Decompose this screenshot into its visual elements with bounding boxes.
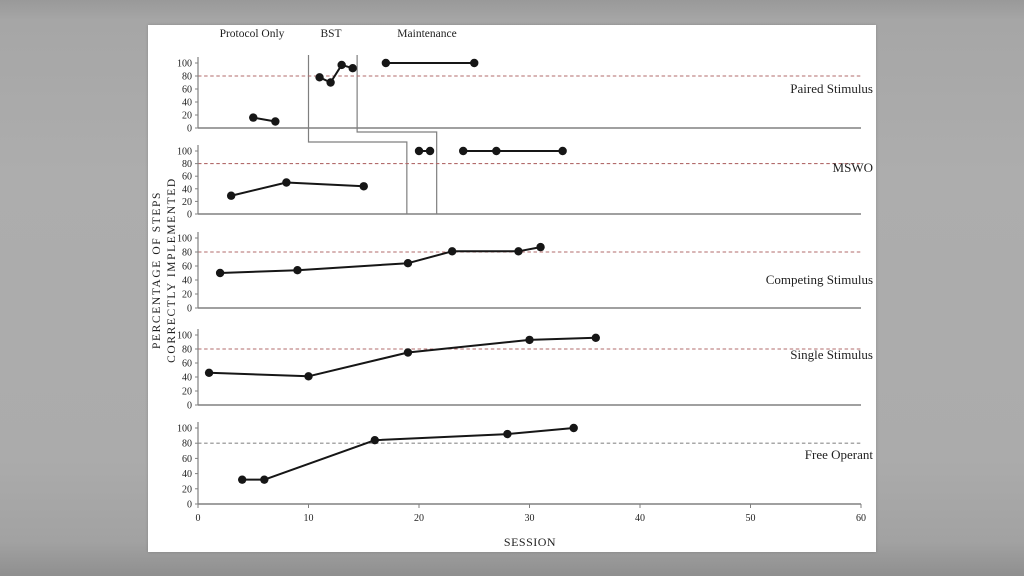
data-point [337,60,346,70]
data-point [403,259,413,268]
data-series-line [318,63,354,84]
data-point [414,146,424,156]
y-tick-label: 80 [182,159,192,170]
data-point [403,348,413,357]
y-tick-label: 20 [182,197,192,208]
y-tick-label: 100 [177,331,192,342]
data-point [569,423,578,433]
data-point [459,146,468,156]
data-point [591,333,600,342]
y-tick-label: 60 [182,172,192,183]
y-tick-label: 40 [182,276,192,287]
y-tick-label: 0 [187,401,192,412]
data-series-line [219,246,542,274]
y-tick-label: 20 [182,484,192,495]
y-tick-label: 0 [187,124,192,135]
y-tick-label: 40 [182,469,192,480]
y-tick-label: 0 [187,500,192,511]
y-tick-label: 20 [182,290,192,301]
data-point [536,242,545,252]
panel-label-paired-stimulus: Paired Stimulus [790,81,873,96]
phase-label-maintenance: Maintenance [397,28,457,40]
phase-change-line [356,55,438,214]
y-tick-label: 100 [177,234,192,245]
x-tick-label: 40 [635,513,645,524]
x-axis-title: SESSION [503,535,557,549]
x-tick-label: 60 [856,513,866,524]
data-point [215,268,225,278]
data-point [326,78,335,87]
y-tick-label: 60 [182,359,192,370]
data-point [226,191,236,200]
y-tick-label: 20 [182,111,192,122]
data-point [271,117,280,126]
data-point [381,58,391,68]
y-axis-title-line2: CORRECTLY IMPLEMENTED [166,177,178,363]
data-point [447,247,457,256]
data-point [425,146,435,156]
data-point [260,475,269,484]
data-point [238,475,247,484]
data-point [492,146,501,156]
x-tick-label: 0 [196,513,201,524]
data-point [282,178,291,187]
y-tick-label: 80 [182,345,192,356]
data-point [370,435,379,445]
data-point [304,372,313,381]
data-point [249,113,258,122]
panel-label-single-stimulus: Single Stimulus [790,347,873,362]
y-tick-label: 0 [187,210,192,221]
phase-label-protocol-only: Protocol Only [219,28,285,40]
y-tick-label: 60 [182,262,192,273]
data-point [525,335,534,345]
data-point [293,266,302,275]
y-tick-label: 80 [182,72,192,83]
y-tick-label: 80 [182,248,192,259]
phase-label-bst: BST [320,28,342,40]
figure-canvas: 0204060801000204060801000204060801000204… [177,55,866,524]
y-tick-label: 20 [182,387,192,398]
phase-change-line [307,55,408,214]
slide-card: 0 20 40 60 80 100 0 20 40 60 80 100 0 20 40 60 80 100 0 20 4… [148,25,876,552]
y-tick-label: 60 [182,85,192,96]
data-point [359,182,368,191]
x-tick-label: 50 [746,513,756,524]
y-tick-label: 80 [182,439,192,450]
data-point [558,146,567,156]
y-tick-label: 40 [182,98,192,109]
y-tick-label: 100 [177,424,192,435]
panel-label-competing-stimulus: Competing Stimulus [765,272,873,287]
panel-label-mswo: MSWO [832,160,873,175]
y-tick-label: 40 [182,184,192,195]
y-tick-label: 0 [187,304,192,315]
data-point [470,58,479,68]
data-point [348,64,357,73]
panel-label-free-operant: Free Operant [804,447,873,462]
data-series-line [230,181,365,197]
data-point [503,429,512,439]
y-tick-label: 100 [177,59,192,70]
y-tick-label: 60 [182,454,192,465]
data-point [204,368,214,377]
x-tick-label: 30 [525,513,535,524]
data-series-line [208,336,597,378]
y-tick-label: 100 [177,147,192,158]
y-axis-title-line1: PERCENTAGE OF STEPS [151,191,163,349]
data-point [315,73,324,82]
data-series-line [241,427,575,481]
x-tick-label: 20 [414,513,424,524]
y-tick-label: 40 [182,373,192,384]
data-point [514,247,523,256]
x-tick-label: 10 [304,513,314,524]
